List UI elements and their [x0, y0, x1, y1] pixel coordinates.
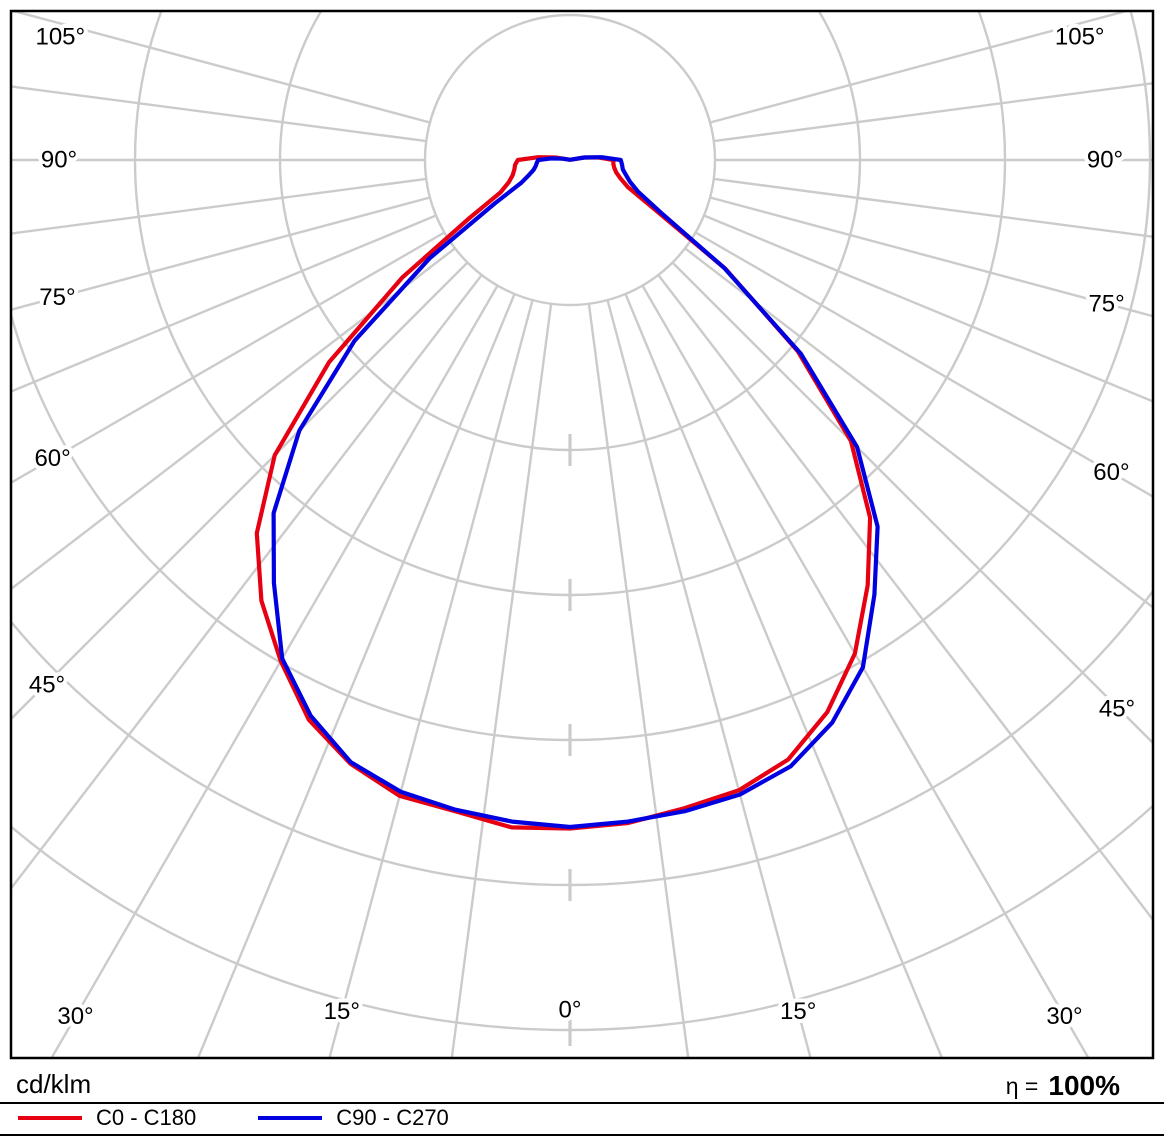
grid-ray — [450, 303, 553, 1058]
grid-ray — [196, 293, 516, 1058]
grid-ray — [11, 247, 456, 591]
angle-labels: 0° 15° 15° 30° 30° 45° 45° 60° 60° 75° 75° 90° 90° 10… — [25, 20, 1139, 1034]
legend-label-c90-c270: C90 - C270 — [336, 1105, 449, 1130]
grid-ray — [11, 261, 469, 721]
grid-ring — [11, 803, 1153, 1031]
legend-swatch-red-line — [18, 1116, 82, 1120]
angle-label: 15° — [780, 998, 816, 1025]
curve-C0-C180 — [254, 155, 873, 831]
efficiency-prefix: η = — [1005, 1073, 1039, 1099]
grid-ray — [11, 177, 427, 235]
angle-label: 90° — [1087, 147, 1123, 174]
angle-label: 15° — [324, 998, 360, 1025]
divider-top — [0, 1102, 1164, 1104]
grid-ring — [11, 11, 1152, 742]
legend-item-c0-c180: C0 - C180 — [18, 1105, 196, 1131]
grid-ring — [11, 588, 1153, 886]
grid-ray — [11, 85, 427, 143]
grid-ray — [11, 231, 445, 485]
plot-frame — [9, 9, 1155, 1060]
grid-ray — [713, 177, 1153, 238]
angle-label: 30° — [1046, 1003, 1082, 1030]
legend: C0 - C180 C90 - C270 — [0, 1104, 1164, 1132]
grid-ray — [11, 214, 437, 393]
angle-label: 105° — [1055, 24, 1105, 51]
angle-label: 105° — [35, 24, 85, 51]
grid-ray — [11, 274, 483, 891]
grid-ray — [684, 247, 1153, 609]
angle-label: 45° — [1099, 696, 1135, 723]
grid-ray — [11, 196, 431, 311]
efficiency-value: 100% — [1048, 1070, 1120, 1101]
grid-ray — [709, 196, 1153, 318]
polar-chart-canvas: 0° 15° 15° 30° 30° 45° 45° 60° 60° 75° 75° 90° 90° 10… — [9, 9, 1155, 1060]
grid-ray — [671, 261, 1153, 745]
grid-ring — [133, 11, 1007, 597]
footer-row: cd/klm η = 100% — [0, 1060, 1164, 1100]
grid-ray — [709, 11, 1131, 124]
grid-ray — [624, 293, 944, 1058]
grid-ray — [606, 299, 812, 1058]
angle-label: 0° — [559, 997, 582, 1024]
angle-label: 60° — [34, 445, 70, 472]
grid-ray — [328, 299, 534, 1058]
legend-label-c0-c180: C0 - C180 — [96, 1105, 197, 1130]
angle-label: 30° — [57, 1003, 93, 1030]
polar-grid — [11, 11, 1153, 1058]
efficiency-label: η = 100% — [1006, 1072, 1120, 1100]
grid-ray — [703, 214, 1153, 403]
divider-bottom — [0, 1134, 1164, 1136]
grid-ray — [50, 285, 499, 1058]
unit-label: cd/klm — [16, 1069, 92, 1099]
angle-label: 60° — [1093, 459, 1129, 486]
grid-ray — [11, 11, 431, 124]
chart-footer: cd/klm η = 100% C0 - C180 C90 - C270 — [0, 1060, 1164, 1140]
grid-ray — [587, 303, 690, 1058]
angle-label: 75° — [39, 284, 75, 311]
grid-ray — [657, 274, 1153, 922]
grid-ray — [713, 82, 1153, 143]
curve-C90-C270 — [271, 155, 880, 830]
grid-ring — [278, 11, 862, 452]
grid-ray — [694, 231, 1153, 498]
angle-label: 75° — [1088, 290, 1124, 317]
grid-ray — [641, 285, 1090, 1058]
legend-swatch-blue-line — [258, 1116, 323, 1120]
angle-label: 90° — [41, 147, 77, 174]
angle-label: 45° — [29, 672, 65, 699]
legend-item-c90-c270: C90 - C270 — [258, 1105, 449, 1131]
